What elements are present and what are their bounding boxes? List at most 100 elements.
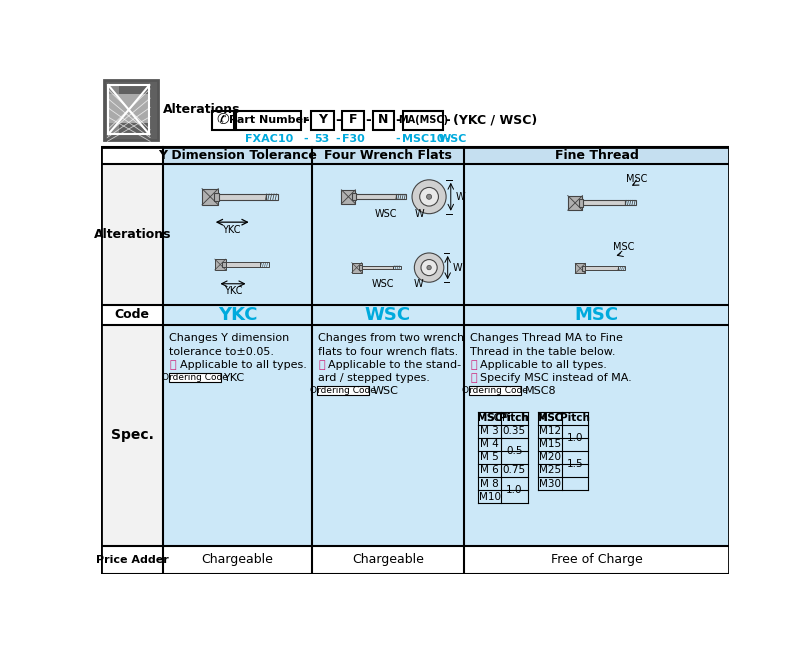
Bar <box>101 325 164 546</box>
Bar <box>352 194 356 200</box>
Text: WSC: WSC <box>371 279 394 289</box>
Text: 1.5: 1.5 <box>566 459 583 469</box>
Text: Applicable to all types.: Applicable to all types. <box>180 360 306 370</box>
Bar <box>101 146 729 574</box>
Circle shape <box>420 188 438 206</box>
Text: MSC: MSC <box>574 306 619 324</box>
Text: 1.0: 1.0 <box>566 433 583 442</box>
Text: M30: M30 <box>539 479 561 488</box>
Text: F: F <box>349 114 357 126</box>
Text: Pitch: Pitch <box>500 413 529 423</box>
Bar <box>403 110 443 130</box>
Bar <box>104 80 158 140</box>
Text: -: - <box>396 134 400 144</box>
Circle shape <box>427 194 432 199</box>
Bar <box>108 94 150 123</box>
Bar <box>202 189 219 205</box>
Bar <box>352 263 361 273</box>
Bar <box>266 194 278 199</box>
Circle shape <box>415 253 444 283</box>
Text: -: - <box>365 113 371 127</box>
Text: W: W <box>413 279 423 289</box>
Text: Alterations: Alterations <box>164 103 241 116</box>
Text: MSC: MSC <box>477 413 502 423</box>
Text: Ordering Code: Ordering Code <box>463 386 528 395</box>
Bar <box>373 110 394 130</box>
Bar <box>318 386 369 395</box>
Text: Code: Code <box>115 308 150 321</box>
Bar <box>575 263 586 273</box>
Text: Ordering Code: Ordering Code <box>162 373 228 382</box>
Text: MSC: MSC <box>539 413 561 423</box>
Text: -: - <box>445 134 450 144</box>
Text: F30: F30 <box>342 134 364 144</box>
Text: W: W <box>415 210 424 219</box>
Text: WSC: WSC <box>365 306 411 324</box>
Text: M12: M12 <box>539 426 561 436</box>
Text: Fine Thread: Fine Thread <box>555 148 638 162</box>
Circle shape <box>412 180 446 213</box>
Text: N: N <box>378 114 389 126</box>
Text: WSC: WSC <box>439 134 467 144</box>
Text: Specify MSC instead of MA.: Specify MSC instead of MA. <box>480 373 632 382</box>
Text: W: W <box>455 192 465 202</box>
Bar <box>579 201 625 206</box>
Text: ⓘ: ⓘ <box>169 360 176 370</box>
Bar <box>222 262 226 267</box>
Text: -: - <box>395 113 401 127</box>
Text: Changes Y dimension: Changes Y dimension <box>169 333 290 343</box>
Bar <box>108 84 119 135</box>
Text: MSC: MSC <box>613 242 634 252</box>
Bar <box>625 201 636 206</box>
Text: M 3: M 3 <box>480 426 499 436</box>
Bar <box>352 194 396 199</box>
Text: MSC: MSC <box>626 174 647 184</box>
Text: Free of Charge: Free of Charge <box>551 553 642 566</box>
Text: YKC: YKC <box>224 286 242 297</box>
Bar <box>215 259 226 270</box>
Bar <box>214 193 220 201</box>
Text: Spec.: Spec. <box>111 428 154 442</box>
Text: M 8: M 8 <box>480 479 499 488</box>
Text: -: - <box>444 113 450 127</box>
Circle shape <box>421 259 437 275</box>
Text: YKC: YKC <box>218 306 258 324</box>
Bar <box>101 146 729 574</box>
Text: M20: M20 <box>539 452 561 462</box>
Text: Applicable to all types.: Applicable to all types. <box>480 360 608 370</box>
Bar <box>394 266 401 270</box>
Bar <box>164 146 729 164</box>
Text: FXAC10: FXAC10 <box>245 134 292 144</box>
Bar <box>168 373 220 382</box>
Bar <box>579 199 583 206</box>
Text: MSC: MSC <box>478 413 501 423</box>
Bar <box>618 266 625 270</box>
Bar <box>109 85 149 134</box>
Bar <box>469 386 522 395</box>
Text: -: - <box>304 134 308 144</box>
Text: Four Wrench Flats: Four Wrench Flats <box>324 148 452 162</box>
Text: M 4: M 4 <box>480 439 499 450</box>
Bar <box>261 263 269 266</box>
Text: -: - <box>335 113 340 127</box>
Bar <box>164 325 729 546</box>
Text: ✆: ✆ <box>216 112 229 127</box>
Text: -: - <box>335 134 340 144</box>
Text: ⓘ: ⓘ <box>470 360 477 370</box>
Text: tolerance to±0.05.: tolerance to±0.05. <box>169 346 275 357</box>
Text: Chargeable: Chargeable <box>202 553 274 566</box>
Text: MA(MSC): MA(MSC) <box>398 115 448 124</box>
Text: Chargeable: Chargeable <box>352 553 424 566</box>
Text: M 6: M 6 <box>480 466 499 475</box>
Text: Y Dimension Tolerance: Y Dimension Tolerance <box>158 148 317 162</box>
Bar <box>359 265 361 270</box>
Bar <box>342 190 356 204</box>
Text: MSC8: MSC8 <box>524 386 556 396</box>
Text: ⓘ: ⓘ <box>318 360 325 370</box>
Text: M15: M15 <box>539 439 561 450</box>
Text: 0.5: 0.5 <box>506 446 522 456</box>
Text: (YKC / WSC): (YKC / WSC) <box>453 114 537 126</box>
Text: MSC: MSC <box>537 413 563 423</box>
Text: Applicable to the stand-: Applicable to the stand- <box>328 360 462 370</box>
Text: M25: M25 <box>539 466 561 475</box>
